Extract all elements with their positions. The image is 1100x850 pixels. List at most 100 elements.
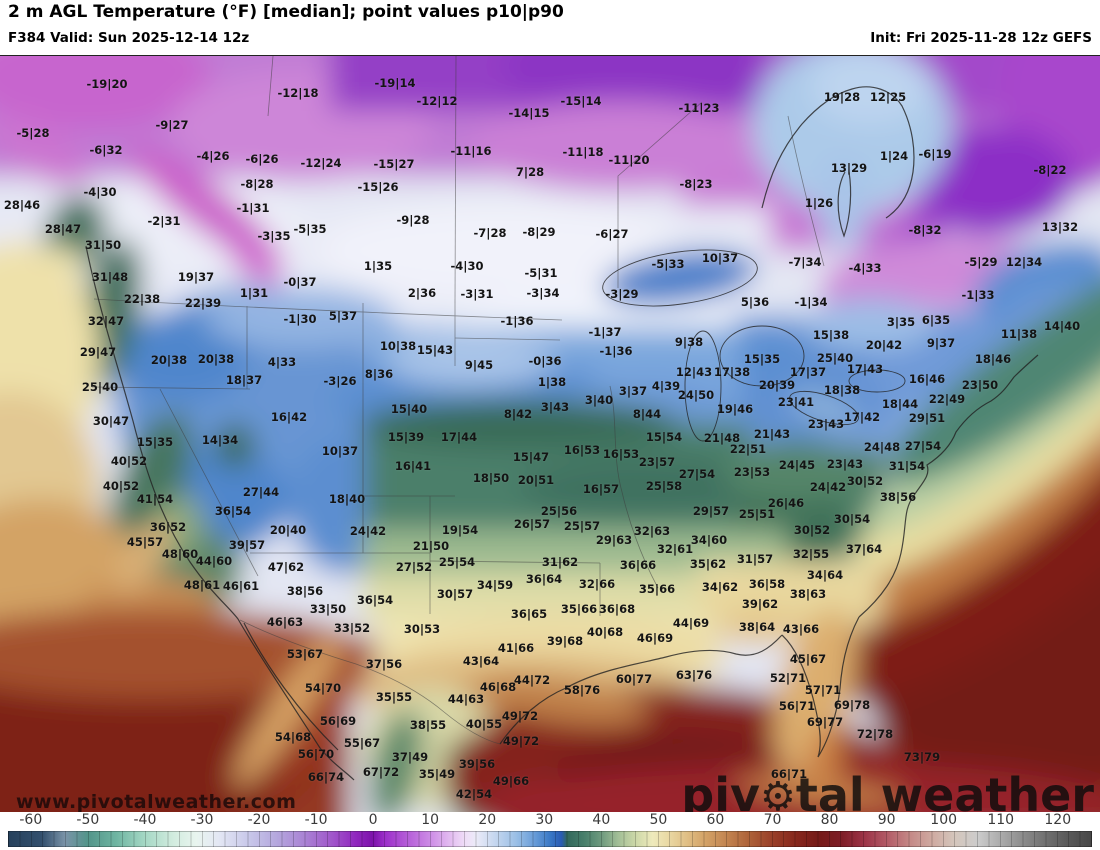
point-value: 54|68 xyxy=(274,730,312,744)
point-value: 1|26 xyxy=(804,196,834,210)
point-value: 44|69 xyxy=(672,616,710,630)
point-value: 1|31 xyxy=(239,286,269,300)
point-value: 40|55 xyxy=(465,717,503,731)
point-value: 23|57 xyxy=(638,455,676,469)
point-value: 30|54 xyxy=(833,512,871,526)
point-value: 16|53 xyxy=(563,443,601,457)
point-value: 56|69 xyxy=(319,714,357,728)
point-value: 9|38 xyxy=(674,335,704,349)
point-value: 56|71 xyxy=(778,699,816,713)
point-value: -1|36 xyxy=(500,314,534,328)
point-value: -6|27 xyxy=(595,227,629,241)
point-value: 35|49 xyxy=(418,767,456,781)
point-value: -1|36 xyxy=(599,344,633,358)
point-value: -12|18 xyxy=(277,86,319,100)
point-value: 20|51 xyxy=(517,473,555,487)
point-value: 35|66 xyxy=(560,602,598,616)
point-value: -14|15 xyxy=(508,106,550,120)
point-value: 15|54 xyxy=(645,430,683,444)
point-value: 72|78 xyxy=(856,727,894,741)
point-value: 56|70 xyxy=(297,747,335,761)
point-value: 31|48 xyxy=(91,270,129,284)
point-value: 38|56 xyxy=(286,584,324,598)
point-value: -8|28 xyxy=(240,177,274,191)
point-value: 34|60 xyxy=(690,533,728,547)
point-value: -12|12 xyxy=(416,94,458,108)
colorbar-tick: 70 xyxy=(763,812,782,828)
point-value: 27|54 xyxy=(678,467,716,481)
point-value: -3|35 xyxy=(257,229,291,243)
point-value: -1|37 xyxy=(588,325,622,339)
point-value: 17|42 xyxy=(843,410,881,424)
point-value: 36|68 xyxy=(598,602,636,616)
point-value: 7|28 xyxy=(515,165,545,179)
point-value: -2|31 xyxy=(147,214,181,228)
point-value: -1|34 xyxy=(794,295,828,309)
point-value: 60|77 xyxy=(615,672,653,686)
point-value: 15|35 xyxy=(136,435,174,449)
colorbar-tick: 50 xyxy=(649,812,668,828)
point-value: 10|37 xyxy=(701,251,739,265)
point-value: 25|40 xyxy=(816,351,854,365)
point-value: -11|16 xyxy=(450,144,492,158)
political-borders xyxy=(91,56,825,745)
point-value: 37|56 xyxy=(365,657,403,671)
colorbar-tick: 110 xyxy=(987,812,1015,828)
point-value: -5|28 xyxy=(16,126,50,140)
point-value: 66|74 xyxy=(307,770,345,784)
colorbar-segments xyxy=(8,831,1092,847)
point-value: 9|37 xyxy=(926,336,956,350)
point-value: -1|31 xyxy=(236,201,270,215)
point-value: 17|43 xyxy=(846,362,884,376)
point-value: 20|42 xyxy=(865,338,903,352)
point-value: 21|50 xyxy=(412,539,450,553)
point-value: 6|35 xyxy=(921,313,951,327)
point-value: 43|66 xyxy=(782,622,820,636)
point-value: 28|46 xyxy=(3,198,41,212)
point-value: 31|62 xyxy=(541,555,579,569)
point-value: -9|28 xyxy=(396,213,430,227)
point-value: 29|51 xyxy=(908,411,946,425)
point-value: 3|43 xyxy=(540,400,570,414)
point-value: -15|27 xyxy=(373,157,415,171)
point-value: 48|61 xyxy=(183,578,221,592)
point-value: -6|32 xyxy=(89,143,123,157)
point-value: 38|64 xyxy=(738,620,776,634)
point-value: 32|55 xyxy=(792,547,830,561)
point-value: -8|32 xyxy=(908,223,942,237)
point-value: -7|28 xyxy=(473,226,507,240)
point-value: 29|47 xyxy=(79,345,117,359)
point-value: 9|45 xyxy=(464,358,494,372)
point-value: 31|54 xyxy=(888,459,926,473)
point-value: 24|48 xyxy=(863,440,901,454)
point-value: 33|50 xyxy=(309,602,347,616)
point-value: -9|27 xyxy=(155,118,189,132)
point-value: -3|31 xyxy=(460,287,494,301)
point-value: 25|40 xyxy=(81,380,119,394)
point-value: 52|71 xyxy=(769,671,807,685)
point-value: 32|66 xyxy=(578,577,616,591)
point-value: 16|46 xyxy=(908,372,946,386)
point-value: 16|53 xyxy=(602,447,640,461)
point-value: 38|56 xyxy=(879,490,917,504)
colorbar-tick: 30 xyxy=(535,812,554,828)
point-value: 40|52 xyxy=(110,454,148,468)
watermark-brand: piv⚙tal weather xyxy=(681,768,1094,813)
point-value: -3|29 xyxy=(605,287,639,301)
point-value: 19|37 xyxy=(177,270,215,284)
point-value: -5|33 xyxy=(651,257,685,271)
colorbar-tick: -60 xyxy=(19,812,43,828)
point-value: 73|79 xyxy=(903,750,941,764)
point-value: 41|66 xyxy=(497,641,535,655)
point-value: -19|20 xyxy=(86,77,128,91)
point-value: 19|28 xyxy=(823,90,861,104)
point-value: 32|61 xyxy=(656,542,694,556)
point-value: 44|72 xyxy=(513,673,551,687)
point-value: 34|62 xyxy=(701,580,739,594)
point-value: 36|58 xyxy=(748,577,786,591)
point-value: 23|41 xyxy=(777,395,815,409)
point-value: 13|29 xyxy=(830,161,868,175)
point-value: 49|66 xyxy=(492,774,530,788)
point-value: 39|57 xyxy=(228,538,266,552)
point-value: 1|35 xyxy=(363,259,393,273)
